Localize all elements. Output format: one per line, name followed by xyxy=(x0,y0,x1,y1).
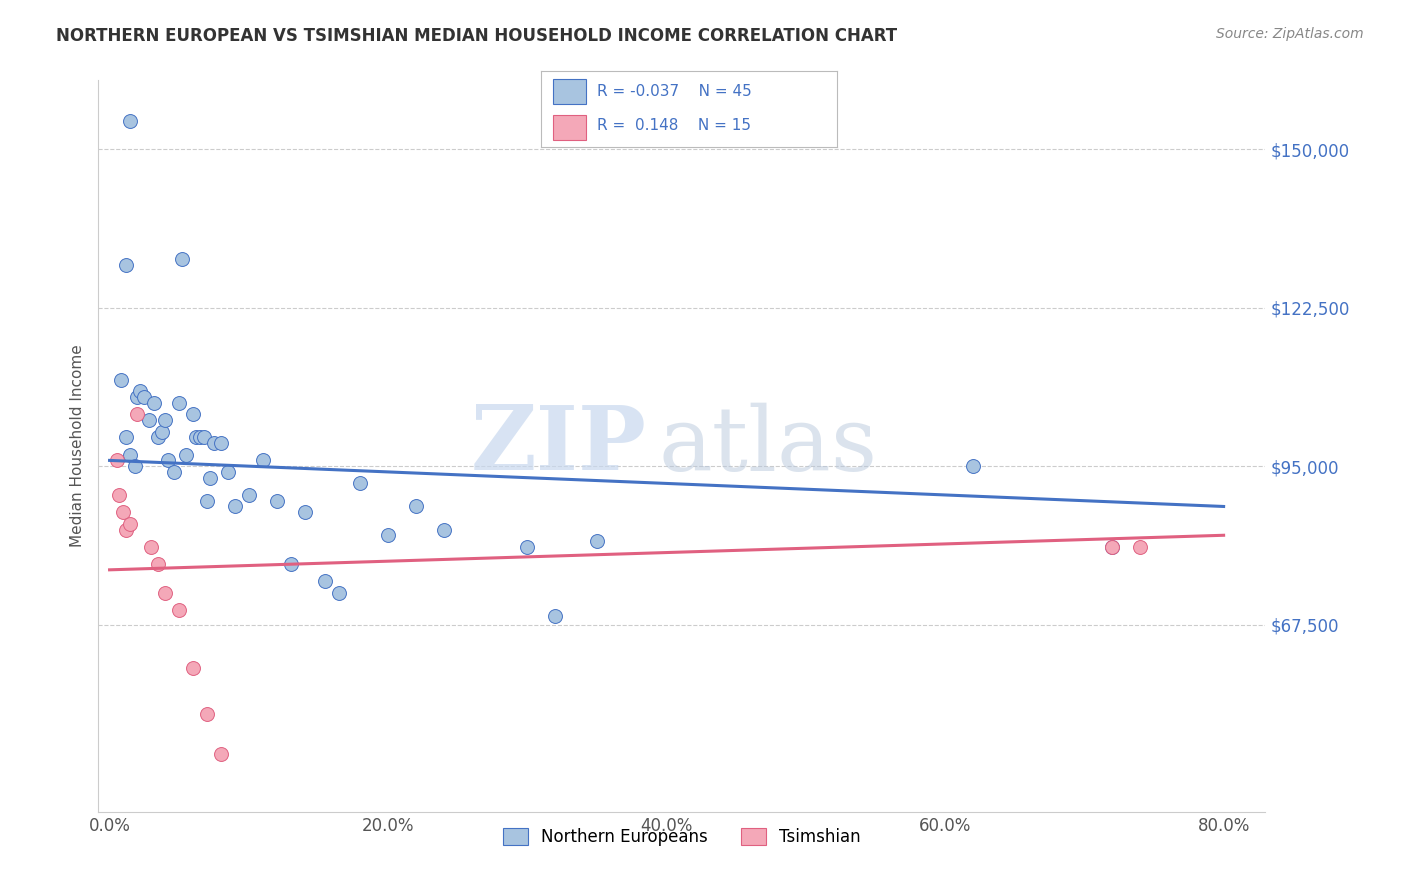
Point xyxy=(155,586,177,600)
Point xyxy=(134,390,156,404)
Point xyxy=(238,488,260,502)
Point xyxy=(167,603,190,617)
Point xyxy=(405,500,427,514)
Point xyxy=(110,373,132,387)
Point xyxy=(129,384,152,399)
Point xyxy=(1129,540,1152,554)
Point xyxy=(280,557,302,571)
Point xyxy=(152,425,174,439)
Point xyxy=(127,390,149,404)
Point xyxy=(148,557,170,571)
Point xyxy=(167,396,190,410)
Text: ZIP: ZIP xyxy=(471,402,647,490)
Text: Source: ZipAtlas.com: Source: ZipAtlas.com xyxy=(1216,27,1364,41)
Point xyxy=(120,448,142,462)
Point xyxy=(516,540,538,554)
Point xyxy=(294,505,316,519)
Point xyxy=(224,500,246,514)
Legend: Northern Europeans, Tsimshian: Northern Europeans, Tsimshian xyxy=(495,820,869,855)
Point xyxy=(115,430,138,444)
Point xyxy=(124,459,146,474)
Point xyxy=(143,396,166,410)
Point xyxy=(266,493,288,508)
Text: R = -0.037    N = 45: R = -0.037 N = 45 xyxy=(598,84,752,99)
Text: R =  0.148    N = 15: R = 0.148 N = 15 xyxy=(598,119,751,134)
Point xyxy=(138,413,160,427)
Point xyxy=(170,252,193,266)
Point xyxy=(112,505,135,519)
Point xyxy=(195,493,218,508)
Point xyxy=(202,436,225,450)
Point xyxy=(115,258,138,272)
Point xyxy=(1101,540,1123,554)
Point xyxy=(209,436,232,450)
Point xyxy=(433,523,456,537)
Point xyxy=(314,574,336,589)
Point xyxy=(252,453,274,467)
Y-axis label: Median Household Income: Median Household Income xyxy=(69,344,84,548)
Point xyxy=(108,488,131,502)
Point xyxy=(115,523,138,537)
Point xyxy=(162,465,184,479)
Point xyxy=(217,465,239,479)
Point xyxy=(1101,540,1123,554)
Point xyxy=(141,540,163,554)
Point xyxy=(193,430,215,444)
Point xyxy=(181,407,204,421)
Bar xyxy=(553,79,586,104)
Point xyxy=(209,747,232,761)
Point xyxy=(157,453,180,467)
Text: NORTHERN EUROPEAN VS TSIMSHIAN MEDIAN HOUSEHOLD INCOME CORRELATION CHART: NORTHERN EUROPEAN VS TSIMSHIAN MEDIAN HO… xyxy=(56,27,897,45)
Point xyxy=(127,407,149,421)
Point xyxy=(120,113,142,128)
Text: atlas: atlas xyxy=(658,402,877,490)
Point xyxy=(148,430,170,444)
Point xyxy=(349,476,371,491)
Point xyxy=(181,661,204,675)
Point xyxy=(188,430,211,444)
Point xyxy=(155,413,177,427)
Point xyxy=(198,471,221,485)
Point xyxy=(586,534,609,549)
Point xyxy=(174,448,197,462)
Point xyxy=(195,706,218,721)
Point xyxy=(544,608,567,623)
Bar xyxy=(553,114,586,140)
Point xyxy=(184,430,207,444)
Point xyxy=(105,453,128,467)
Point xyxy=(328,586,350,600)
Point xyxy=(962,459,984,474)
Point xyxy=(377,528,399,542)
Point xyxy=(120,516,142,531)
